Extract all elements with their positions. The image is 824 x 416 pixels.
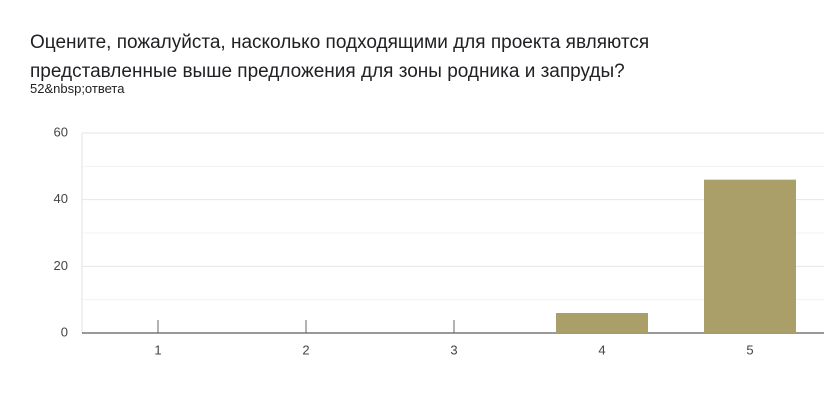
y-tick-label: 40 — [54, 191, 68, 206]
y-tick-label: 0 — [61, 324, 68, 339]
bar — [704, 179, 796, 333]
x-tick-label: 5 — [746, 342, 753, 357]
chart-title: Оцените, пожалуйста, насколько подходящи… — [30, 32, 650, 82]
y-tick-label: 20 — [54, 258, 68, 273]
x-tick-label: 1 — [154, 342, 161, 357]
x-tick-label: 4 — [598, 342, 605, 357]
chart-subtitle: 52&nbsp;ответа — [30, 81, 125, 96]
y-tick-label: 60 — [54, 124, 68, 139]
x-tick-label: 3 — [450, 342, 457, 357]
x-tick-label: 2 — [302, 342, 309, 357]
bar — [556, 313, 648, 333]
